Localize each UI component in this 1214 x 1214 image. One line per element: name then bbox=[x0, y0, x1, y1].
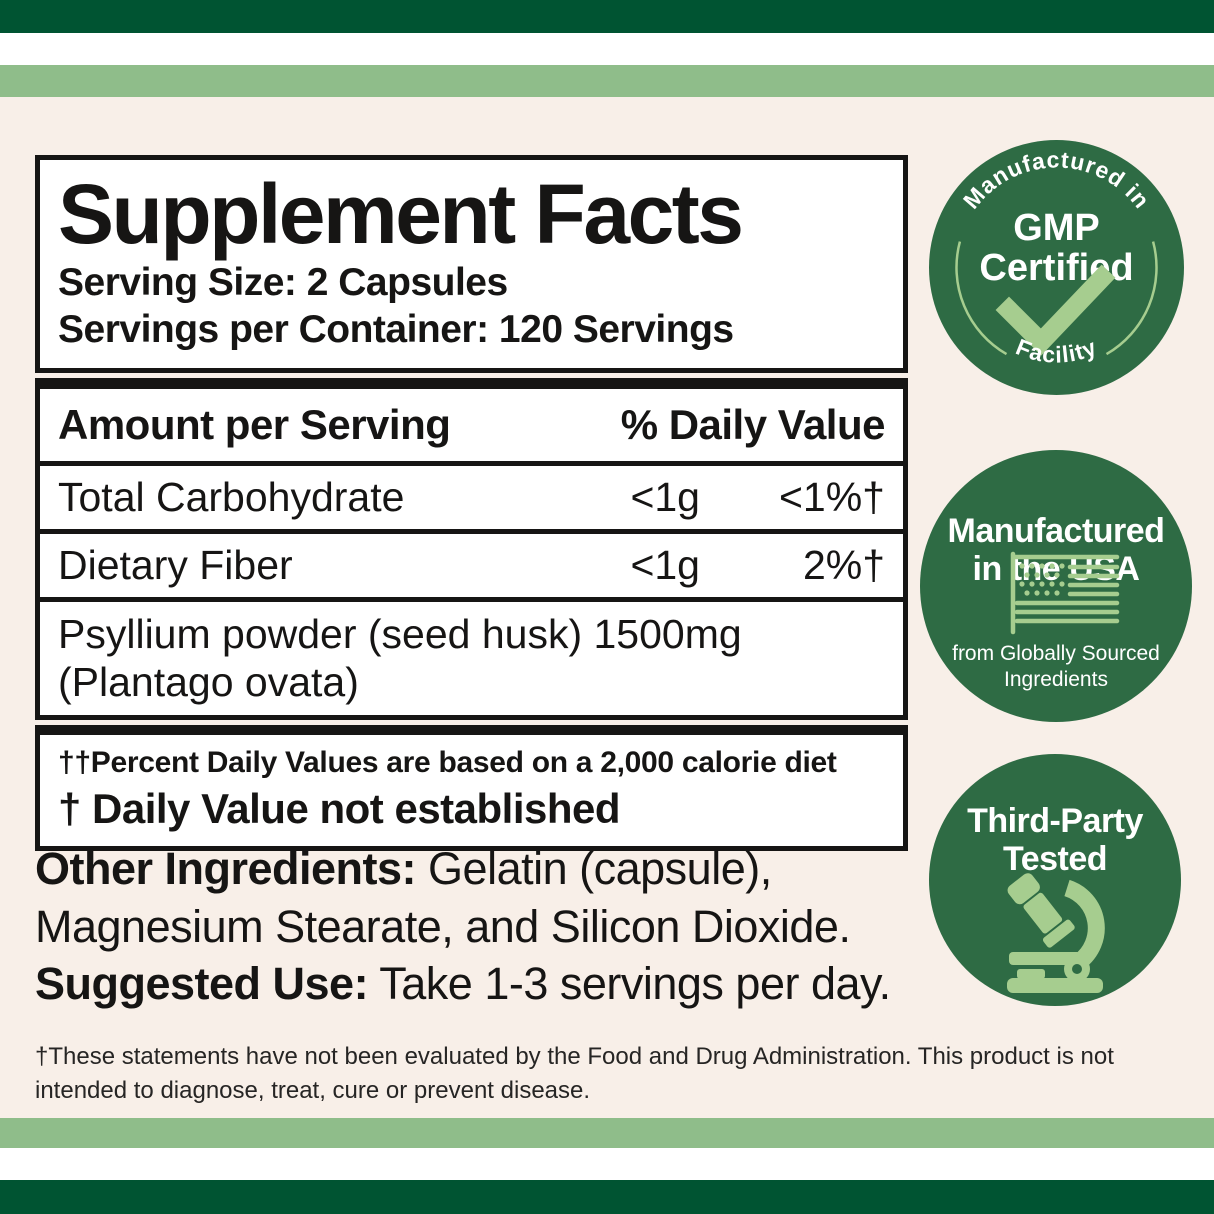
gmp-certified-badge: Manufactured in GMP Certified Facility bbox=[929, 140, 1184, 400]
other-ingredients-text1: Gelatin (capsule), bbox=[416, 843, 772, 894]
suggested-use-text: Take 1-3 servings per day. bbox=[368, 958, 891, 1009]
nutrient-daily-value: 2%† bbox=[802, 541, 885, 588]
third-party-tested-badge: Third-Party Tested bbox=[929, 754, 1181, 1011]
amount-per-serving-header: Amount per Serving bbox=[58, 400, 451, 448]
ingredient-line2: (Plantago ovata) bbox=[58, 659, 359, 706]
table-row: Total Carbohydrate <1g <1%† bbox=[40, 466, 903, 534]
daily-value-header: % Daily Value bbox=[620, 400, 886, 448]
bottom-light-green-stripe bbox=[0, 1118, 1214, 1148]
tested-line1: Third-Party bbox=[967, 802, 1143, 840]
other-ingredients-text2: Magnesium Stearate, and Silicon Dioxide. bbox=[35, 900, 851, 952]
nutrient-daily-value: <1%† bbox=[778, 473, 885, 520]
flag-stars bbox=[1019, 563, 1065, 596]
table-row-ingredient: Psyllium powder (seed husk) 1500mg (Plan… bbox=[40, 602, 903, 715]
suggested-use-paragraph: Suggested Use: Take 1-3 servings per day… bbox=[35, 958, 915, 1010]
usa-sub2: Ingredients bbox=[1004, 668, 1108, 691]
microscope-icon bbox=[1007, 873, 1105, 993]
usa-line1: Manufactured bbox=[948, 512, 1165, 550]
badge-circle bbox=[929, 140, 1184, 395]
table-header-row: Amount per Serving % Daily Value bbox=[40, 389, 903, 466]
nutrient-amount: <1g bbox=[630, 541, 700, 588]
nutrition-table-box: Amount per Serving % Daily Value Total C… bbox=[35, 377, 908, 720]
nutrient-name: Dietary Fiber bbox=[58, 541, 293, 588]
nutrient-amount: <1g bbox=[630, 473, 700, 520]
badge-circle bbox=[920, 450, 1192, 722]
bottom-white-stripe bbox=[0, 1148, 1214, 1180]
checkmark-icon bbox=[995, 264, 1116, 356]
supplement-facts-panel: Supplement Facts Serving Size: 2 Capsule… bbox=[35, 155, 908, 851]
tested-line2: Tested bbox=[1003, 840, 1107, 878]
usa-flag-icon bbox=[1010, 551, 1120, 635]
usa-sub1: from Globally Sourced bbox=[952, 642, 1160, 665]
fda-disclaimer: †These statements have not been evaluate… bbox=[35, 1043, 1114, 1104]
footnote-percent-daily-values: ††Percent Daily Values are based on a 2,… bbox=[58, 745, 837, 779]
suggested-use-label: Suggested Use: bbox=[35, 958, 369, 1009]
footnote-box: ††Percent Daily Values are based on a 2,… bbox=[35, 724, 908, 851]
top-white-stripe bbox=[0, 33, 1214, 65]
supplement-facts-title: Supplement Facts bbox=[58, 167, 744, 261]
servings-per-container-line: Servings per Container: 120 Servings bbox=[58, 308, 734, 352]
top-dark-green-stripe bbox=[0, 0, 1214, 33]
nutrient-name: Total Carbohydrate bbox=[58, 473, 405, 520]
other-ingredients-paragraph: Other Ingredients: Gelatin (capsule), Ma… bbox=[35, 840, 885, 955]
footnote-dv-not-established: † Daily Value not established bbox=[58, 784, 621, 832]
badge-circle bbox=[929, 754, 1181, 1006]
supplement-facts-header-box: Supplement Facts Serving Size: 2 Capsule… bbox=[35, 155, 908, 373]
gmp-line1: GMP bbox=[1013, 207, 1100, 249]
made-in-usa-badge: Manufactured in the USA from Globally So… bbox=[920, 450, 1192, 727]
ingredient-line1: Psyllium powder (seed husk) 1500mg bbox=[58, 610, 742, 657]
badge-arc-left bbox=[955, 241, 1008, 356]
top-light-green-stripe bbox=[0, 65, 1214, 97]
serving-size-line: Serving Size: 2 Capsules bbox=[58, 261, 508, 305]
table-row: Dietary Fiber <1g 2%† bbox=[40, 534, 903, 602]
badge-arc-right bbox=[1105, 241, 1158, 356]
bottom-dark-green-stripe bbox=[0, 1180, 1214, 1214]
other-ingredients-label: Other Ingredients: bbox=[35, 843, 417, 894]
